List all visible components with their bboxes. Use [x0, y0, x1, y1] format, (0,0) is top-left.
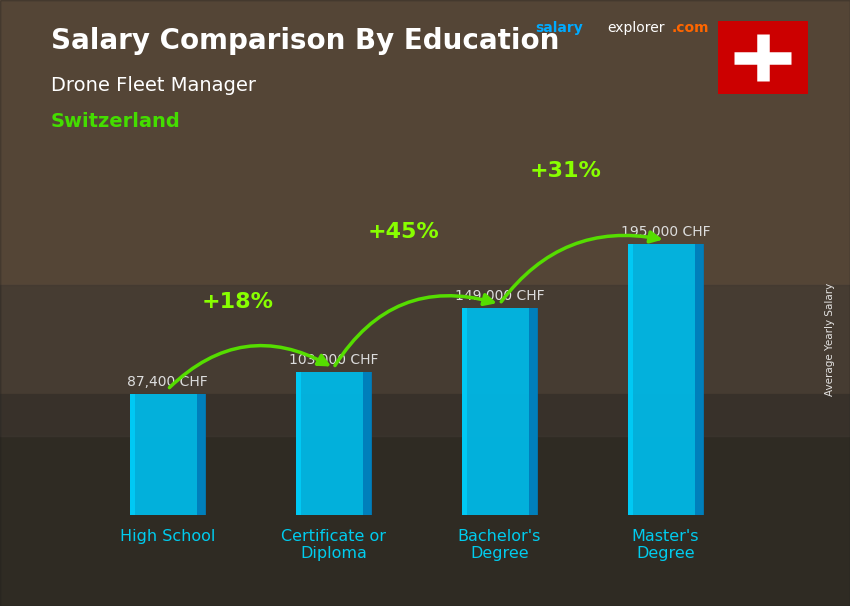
Bar [363, 372, 371, 515]
Text: +45%: +45% [367, 222, 439, 242]
Text: .com: .com [672, 21, 709, 35]
Bar [130, 394, 134, 515]
Text: Average Yearly Salary: Average Yearly Salary [824, 283, 835, 396]
Text: +31%: +31% [530, 161, 602, 181]
Bar [628, 244, 703, 515]
Text: 149,000 CHF: 149,000 CHF [455, 289, 544, 304]
Bar [462, 308, 537, 515]
Bar [462, 308, 467, 515]
Text: salary: salary [536, 21, 583, 35]
Text: Switzerland: Switzerland [51, 112, 181, 131]
Text: 195,000 CHF: 195,000 CHF [620, 225, 711, 239]
Text: Drone Fleet Manager: Drone Fleet Manager [51, 76, 256, 95]
Bar [529, 308, 538, 515]
Text: Salary Comparison By Education: Salary Comparison By Education [51, 27, 559, 55]
Bar [296, 372, 371, 515]
Bar [0, 394, 850, 606]
Bar [0, 0, 850, 394]
Bar [694, 244, 704, 515]
Text: +18%: +18% [201, 292, 273, 312]
Bar [130, 394, 205, 515]
Text: 87,400 CHF: 87,400 CHF [127, 375, 207, 389]
Text: 103,000 CHF: 103,000 CHF [289, 353, 378, 367]
Bar [0, 285, 850, 436]
Bar [628, 244, 632, 515]
Bar [296, 372, 301, 515]
Bar [196, 394, 206, 515]
Text: explorer: explorer [608, 21, 666, 35]
